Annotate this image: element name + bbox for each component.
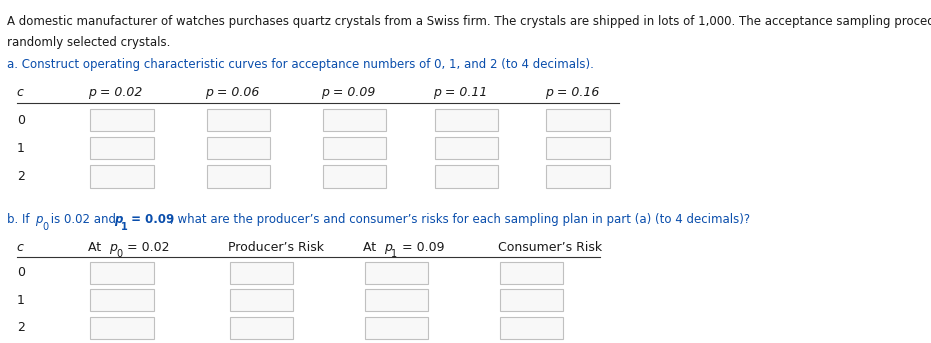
FancyBboxPatch shape bbox=[207, 109, 270, 131]
Text: p: p bbox=[109, 241, 116, 254]
Text: p: p bbox=[115, 213, 123, 226]
FancyBboxPatch shape bbox=[90, 137, 154, 159]
Text: p = 0.06: p = 0.06 bbox=[205, 86, 259, 99]
Text: p = 0.02: p = 0.02 bbox=[88, 86, 142, 99]
FancyBboxPatch shape bbox=[435, 165, 498, 188]
Text: = 0.02: = 0.02 bbox=[123, 241, 169, 254]
FancyBboxPatch shape bbox=[90, 109, 154, 131]
Text: At: At bbox=[88, 241, 105, 254]
Text: , what are the producer’s and consumer’s risks for each sampling plan in part (a: , what are the producer’s and consumer’s… bbox=[170, 213, 750, 226]
Text: 2: 2 bbox=[17, 170, 24, 183]
FancyBboxPatch shape bbox=[230, 289, 293, 311]
FancyBboxPatch shape bbox=[323, 137, 386, 159]
Text: 0: 0 bbox=[42, 222, 48, 232]
FancyBboxPatch shape bbox=[90, 317, 154, 339]
Text: is 0.02 and: is 0.02 and bbox=[47, 213, 120, 226]
Text: Producer’s Risk: Producer’s Risk bbox=[228, 241, 324, 254]
Text: 1: 1 bbox=[121, 222, 128, 232]
FancyBboxPatch shape bbox=[323, 165, 386, 188]
Text: 2: 2 bbox=[17, 321, 24, 334]
Text: a. Construct operating characteristic curves for acceptance numbers of 0, 1, and: a. Construct operating characteristic cu… bbox=[7, 58, 594, 71]
Text: Consumer’s Risk: Consumer’s Risk bbox=[498, 241, 602, 254]
Text: A domestic manufacturer of watches purchases quartz crystals from a Swiss firm. : A domestic manufacturer of watches purch… bbox=[7, 15, 931, 28]
FancyBboxPatch shape bbox=[90, 289, 154, 311]
FancyBboxPatch shape bbox=[365, 262, 428, 284]
Text: 0: 0 bbox=[17, 267, 25, 279]
Text: p: p bbox=[384, 241, 391, 254]
Text: 1: 1 bbox=[17, 142, 24, 155]
FancyBboxPatch shape bbox=[207, 165, 270, 188]
Text: = 0.09: = 0.09 bbox=[398, 241, 444, 254]
FancyBboxPatch shape bbox=[323, 109, 386, 131]
Text: b. If: b. If bbox=[7, 213, 34, 226]
Text: p = 0.16: p = 0.16 bbox=[545, 86, 599, 99]
FancyBboxPatch shape bbox=[500, 317, 563, 339]
FancyBboxPatch shape bbox=[500, 289, 563, 311]
FancyBboxPatch shape bbox=[546, 109, 610, 131]
Text: p = 0.11: p = 0.11 bbox=[433, 86, 487, 99]
Text: 0: 0 bbox=[116, 249, 123, 259]
FancyBboxPatch shape bbox=[230, 262, 293, 284]
FancyBboxPatch shape bbox=[500, 262, 563, 284]
FancyBboxPatch shape bbox=[365, 289, 428, 311]
Text: At: At bbox=[363, 241, 380, 254]
Text: p = 0.09: p = 0.09 bbox=[321, 86, 375, 99]
FancyBboxPatch shape bbox=[207, 137, 270, 159]
FancyBboxPatch shape bbox=[365, 317, 428, 339]
Text: 1: 1 bbox=[391, 249, 398, 259]
FancyBboxPatch shape bbox=[90, 262, 154, 284]
FancyBboxPatch shape bbox=[546, 137, 610, 159]
Text: p: p bbox=[35, 213, 43, 226]
FancyBboxPatch shape bbox=[90, 165, 154, 188]
Text: randomly selected crystals.: randomly selected crystals. bbox=[7, 36, 170, 49]
Text: c: c bbox=[17, 86, 23, 99]
Text: 0: 0 bbox=[17, 114, 25, 127]
FancyBboxPatch shape bbox=[435, 109, 498, 131]
Text: 1: 1 bbox=[17, 294, 24, 307]
Text: = 0.09: = 0.09 bbox=[127, 213, 174, 226]
FancyBboxPatch shape bbox=[230, 317, 293, 339]
Text: c: c bbox=[17, 241, 23, 254]
FancyBboxPatch shape bbox=[435, 137, 498, 159]
FancyBboxPatch shape bbox=[546, 165, 610, 188]
